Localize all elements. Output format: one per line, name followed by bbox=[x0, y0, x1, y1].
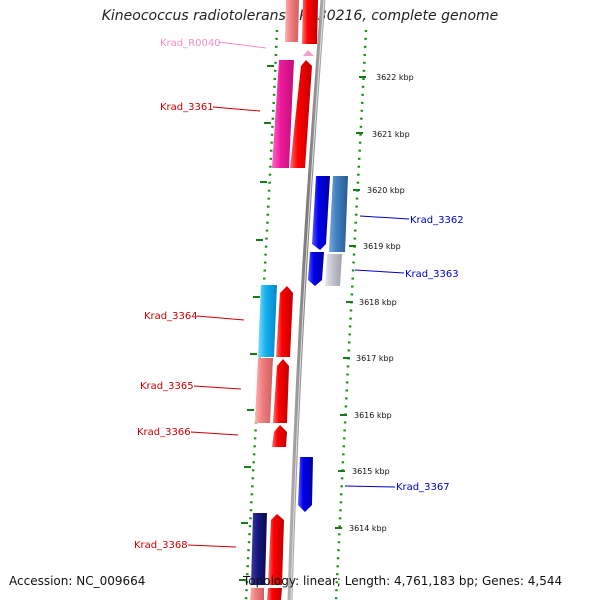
gene-krad-3362[interactable] bbox=[312, 176, 330, 250]
tick-label: 3620 kbp bbox=[367, 186, 405, 195]
label-krad-r0040[interactable]: Krad_R0040 bbox=[160, 38, 221, 49]
gene-krad-3362-steel[interactable] bbox=[329, 176, 348, 252]
left-tick-marks bbox=[239, 65, 274, 581]
gene-bottom-red[interactable] bbox=[267, 588, 282, 600]
tick-label: 3617 kbp bbox=[356, 354, 394, 363]
tick-label: 3622 kbp bbox=[376, 73, 414, 82]
right-dotted-guide bbox=[334, 29, 368, 600]
gene-bottom-salmon[interactable] bbox=[250, 588, 264, 600]
tick-label: 3619 kbp bbox=[363, 242, 401, 251]
label-leaders bbox=[187, 41, 410, 548]
accession-text: Accession: NC_009664 bbox=[9, 574, 146, 588]
map-title: Kineococcus radiotolerans SRS30216, comp… bbox=[101, 8, 499, 24]
gene-small-pink-arrow bbox=[303, 50, 314, 56]
gene-krad-3366[interactable] bbox=[272, 425, 287, 447]
label-krad-3361[interactable]: Krad_3361 bbox=[160, 102, 214, 113]
tick-label: 3615 kbp bbox=[352, 467, 390, 476]
label-krad-3364[interactable]: Krad_3364 bbox=[144, 311, 198, 322]
tick-label: 3618 kbp bbox=[359, 298, 397, 307]
left-dotted-guide bbox=[244, 29, 279, 600]
gene-krad-3363[interactable] bbox=[308, 252, 324, 286]
backbone-highlight bbox=[290, 0, 325, 600]
right-tick-marks bbox=[335, 76, 366, 529]
label-krad-3366[interactable]: Krad_3366 bbox=[137, 427, 191, 438]
gene-top-red[interactable] bbox=[302, 0, 318, 44]
gene-krad-3361-magenta[interactable] bbox=[272, 60, 294, 168]
gene-krad-3365[interactable] bbox=[273, 359, 289, 423]
tick-label: 3621 kbp bbox=[372, 130, 410, 139]
gene-krad-3363-grey[interactable] bbox=[325, 254, 342, 286]
label-krad-3362[interactable]: Krad_3362 bbox=[410, 215, 464, 226]
gene-krad-3368[interactable] bbox=[268, 514, 284, 585]
gene-labels: Krad_R0040 Krad_3361 Krad_3362 Krad_3363… bbox=[134, 38, 464, 551]
gene-krad-3367[interactable] bbox=[298, 457, 313, 512]
gene-krad-3361[interactable] bbox=[290, 60, 312, 168]
tick-label: 3614 kbp bbox=[349, 524, 387, 533]
scale-tick-labels: 3622 kbp 3621 kbp 3620 kbp 3619 kbp 3618… bbox=[349, 73, 414, 533]
label-krad-3368[interactable]: Krad_3368 bbox=[134, 540, 188, 551]
label-krad-3365[interactable]: Krad_3365 bbox=[140, 381, 194, 392]
gene-krad-3365-salmon[interactable] bbox=[255, 358, 273, 423]
label-krad-3363[interactable]: Krad_3363 bbox=[405, 269, 459, 280]
gene-krad-3364[interactable] bbox=[276, 286, 293, 357]
reverse-strand-genes bbox=[298, 176, 348, 512]
gene-krad-3364-cyan[interactable] bbox=[258, 285, 277, 357]
tick-label: 3616 kbp bbox=[354, 411, 392, 420]
label-krad-3367[interactable]: Krad_3367 bbox=[396, 482, 450, 493]
topology-text: Topology: linear; Length: 4,761,183 bp; … bbox=[243, 574, 563, 588]
forward-strand-genes bbox=[250, 0, 318, 600]
gene-krad-r0040[interactable] bbox=[285, 0, 299, 42]
gene-krad-3368-navy[interactable] bbox=[251, 513, 267, 585]
genome-backbone bbox=[287, 0, 326, 600]
